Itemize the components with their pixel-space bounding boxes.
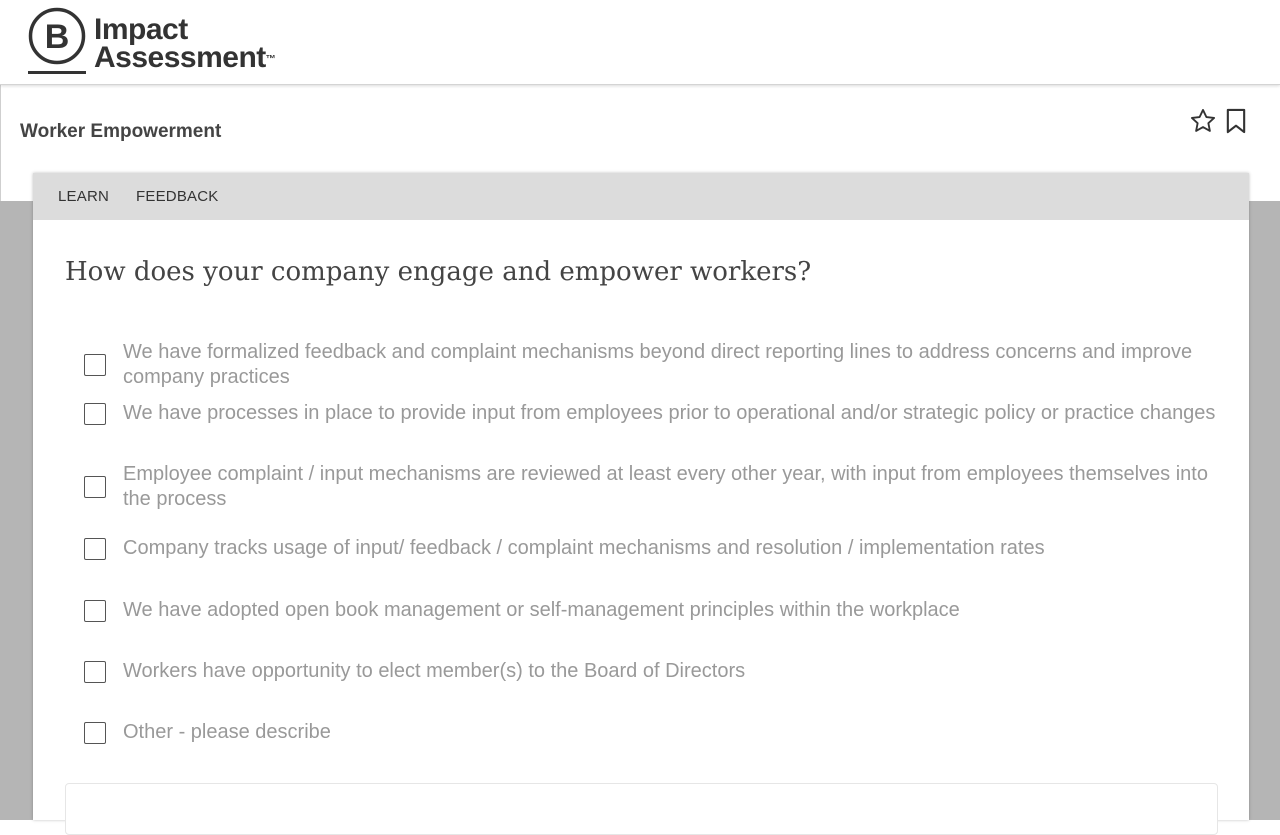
b-impact-assessment-logo[interactable]: B Impact Assessment™ <box>28 6 308 78</box>
logo-wordmark: Impact Assessment™ <box>94 13 276 74</box>
option-tracks-usage[interactable]: Company tracks usage of input/ feedback … <box>84 536 1224 561</box>
top-header: B Impact Assessment™ <box>0 0 1280 85</box>
option-processes-input[interactable]: We have processes in place to provide in… <box>84 401 1224 426</box>
question-card: LEARN FEEDBACK How does your company eng… <box>33 173 1249 835</box>
tab-bar: LEARN FEEDBACK <box>33 173 1249 220</box>
option-label: Other - please describe <box>123 721 331 743</box>
option-label: Company tracks usage of input/ feedback … <box>123 537 1045 559</box>
trademark-symbol: ™ <box>265 54 276 65</box>
option-open-book[interactable]: We have adopted open book management or … <box>84 598 1224 623</box>
question-title: How does your company engage and empower… <box>65 257 812 287</box>
option-formalized-feedback[interactable]: We have formalized feedback and complain… <box>84 340 1224 390</box>
option-elect-board[interactable]: Workers have opportunity to elect member… <box>84 659 1224 684</box>
logo-line-2: Assessment™ <box>94 41 276 74</box>
section-title: Worker Empowerment <box>20 121 222 142</box>
logo-line-2-text: Assessment <box>94 41 266 74</box>
checkbox[interactable] <box>84 402 106 425</box>
option-label: We have adopted open book management or … <box>123 599 960 621</box>
checkbox[interactable] <box>84 354 106 376</box>
option-label: We have formalized feedback and complain… <box>123 341 1193 388</box>
svg-text:B: B <box>45 18 70 56</box>
option-other[interactable]: Other - please describe <box>84 720 1224 745</box>
checkbox[interactable] <box>84 476 106 498</box>
logo-underline <box>28 71 86 74</box>
option-mechanisms-reviewed[interactable]: Employee complaint / input mechanisms ar… <box>84 462 1224 512</box>
option-label: Workers have opportunity to elect member… <box>123 660 746 682</box>
checkbox[interactable] <box>84 537 106 560</box>
checkbox[interactable] <box>84 660 106 683</box>
star-icon[interactable] <box>1189 107 1217 135</box>
other-description-input[interactable] <box>65 783 1218 835</box>
checkbox[interactable] <box>84 721 106 744</box>
tab-learn[interactable]: LEARN <box>58 188 110 205</box>
option-label: Employee complaint / input mechanisms ar… <box>123 463 1208 510</box>
logo-line-1: Impact <box>94 13 188 46</box>
checkbox[interactable] <box>84 599 106 622</box>
b-logo-icon: B <box>28 7 86 65</box>
bookmark-icon[interactable] <box>1222 107 1250 135</box>
option-label: We have processes in place to provide in… <box>123 402 1216 424</box>
tab-feedback[interactable]: FEEDBACK <box>136 188 219 205</box>
